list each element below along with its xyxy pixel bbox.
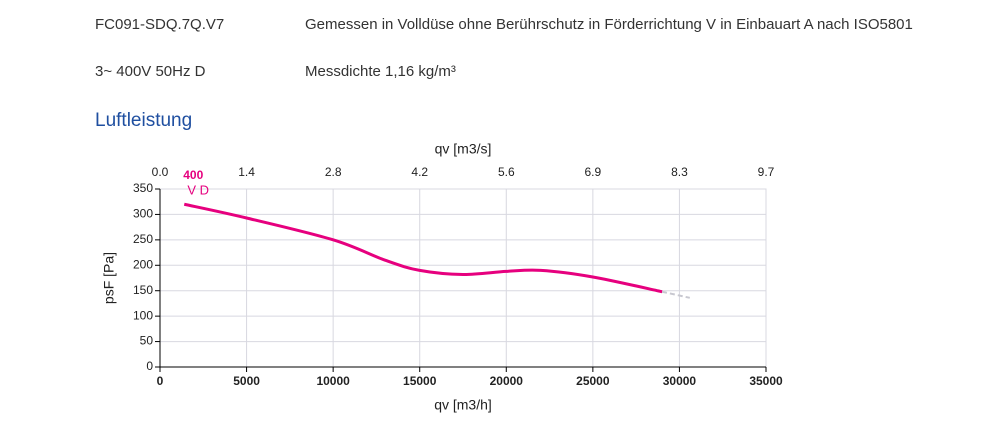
plot-frame: [159, 188, 767, 368]
x2-tick-label: 9.7: [758, 165, 775, 179]
x2-axis-label: qv [m3/s]: [435, 141, 492, 157]
x2-tick-label: 6.9: [584, 165, 601, 179]
x-tick-label: 20000: [490, 374, 524, 388]
section-title: Luftleistung: [95, 110, 193, 131]
x2-tick-label: 1.4: [238, 165, 255, 179]
y-tick-label: 50: [140, 334, 154, 348]
x-axis-label: qv [m3/h]: [434, 397, 492, 413]
description: Gemessen in Volldüse ohne Berührschutz i…: [305, 16, 913, 33]
x2-tick-label: 2.8: [325, 165, 342, 179]
x-tick-label: 25000: [576, 374, 610, 388]
density: Messdichte 1,16 kg/m³: [305, 63, 456, 80]
x-tick-label: 10000: [316, 374, 350, 388]
curve-annotation: V D: [187, 182, 209, 197]
curve: [183, 202, 663, 294]
curve: [661, 290, 691, 299]
x-tick-label: 5000: [233, 374, 260, 388]
x-tick-label: 30000: [663, 374, 697, 388]
y-tick-label: 300: [133, 207, 153, 221]
y-tick-label: 250: [133, 232, 153, 246]
x2-tick-label: 8.3: [671, 165, 688, 179]
y-tick-label: 100: [133, 308, 153, 322]
x-tick-label: 15000: [403, 374, 437, 388]
y-tick-label: 0: [146, 359, 153, 373]
x-tick-label: 0: [157, 374, 164, 388]
y-tick-label: 200: [133, 257, 153, 271]
x2-tick-label: 0.0: [152, 165, 169, 179]
x-tick-label: 35000: [749, 374, 783, 388]
x2-tick-label: 5.6: [498, 165, 515, 179]
model: FC091-SDQ.7Q.V7: [95, 16, 225, 33]
voltage: 3~ 400V 50Hz D: [95, 63, 206, 80]
y-axis-label: psF [Pa]: [101, 252, 117, 304]
y-tick-label: 150: [133, 283, 153, 297]
curve-label: 400: [183, 168, 203, 182]
x2-tick-label: 4.2: [411, 165, 428, 179]
y-tick-label: 350: [133, 181, 153, 195]
